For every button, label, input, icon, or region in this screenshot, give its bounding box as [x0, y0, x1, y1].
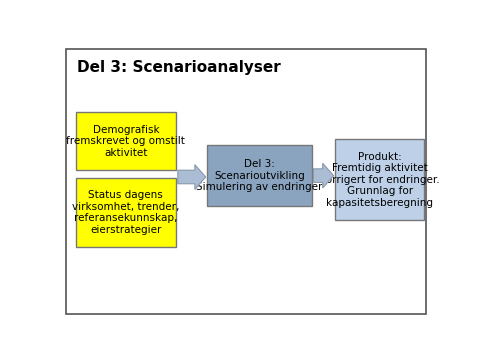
- Text: Status dagens
virksomhet, trender,
referansekunnskap,
eierstrategier: Status dagens virksomhet, trender, refer…: [72, 190, 180, 235]
- Text: Del 3: Scenarioanalyser: Del 3: Scenarioanalyser: [77, 60, 281, 75]
- FancyBboxPatch shape: [75, 178, 176, 247]
- FancyBboxPatch shape: [75, 112, 176, 170]
- Text: Del 3:
Scenarioutvikling
Simulering av endringer: Del 3: Scenarioutvikling Simulering av e…: [196, 159, 323, 192]
- Text: Demografisk
fremskrevet og omstilt
aktivitet: Demografisk fremskrevet og omstilt aktiv…: [66, 125, 185, 158]
- FancyBboxPatch shape: [66, 49, 426, 314]
- Polygon shape: [313, 163, 334, 188]
- FancyBboxPatch shape: [207, 145, 312, 206]
- Polygon shape: [178, 165, 206, 189]
- FancyBboxPatch shape: [335, 139, 424, 220]
- Text: Produkt:
Fremtidig aktivitet
korrigert for endringer.
Grunnlag for
kapasitetsber: Produkt: Fremtidig aktivitet korrigert f…: [320, 152, 440, 208]
